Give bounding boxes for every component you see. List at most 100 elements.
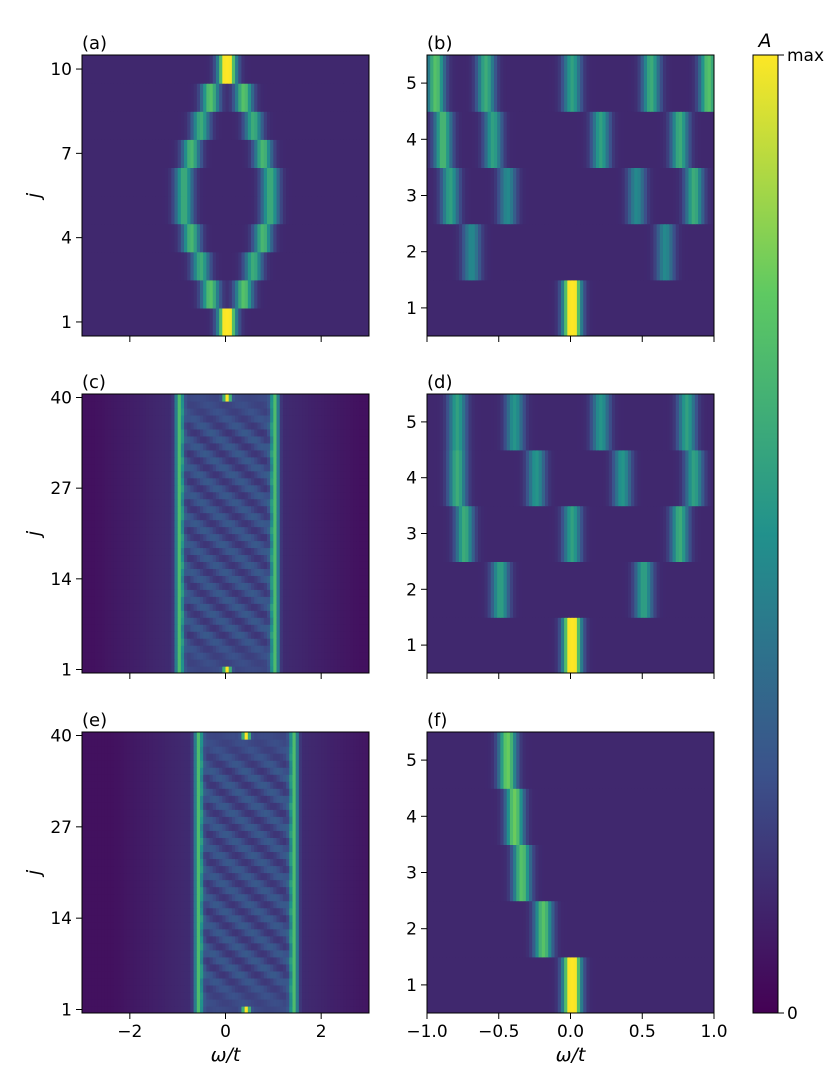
heatmap-cell [247,568,252,576]
heatmap-cell [238,575,243,583]
heatmap-cell [174,414,179,423]
heatmap-cell [337,470,341,479]
heatmap-cell [107,540,112,549]
heatmap-cell [286,456,290,465]
heatmap-cell [462,167,466,225]
heatmap-cell [356,400,361,409]
heatmap-cell [199,470,204,479]
heatmap-cell [88,624,93,632]
heatmap-cell [193,568,198,576]
heatmap-cell [193,421,198,430]
heatmap-cell [298,659,303,667]
heatmap-cell [206,645,211,653]
heatmap-cell [139,533,144,542]
heatmap-cell [356,652,361,660]
heatmap-cell [152,491,156,500]
heatmap-cell [209,512,214,521]
heatmap-cell [187,400,192,409]
panels: (a)14710j(b)12345(c)1142740j(d)12345(e)1… [23,33,728,1066]
heatmap-cell [611,279,616,336]
heatmap-cell [362,659,367,667]
heatmap-cell [251,568,255,576]
heatmap-cell [353,139,357,168]
heatmap-cell [174,519,179,528]
heatmap-cell [85,631,89,639]
heatmap-cell [279,624,284,632]
heatmap-cell [340,659,345,667]
heatmap-cell [308,631,313,639]
heatmap-cell [321,55,325,84]
heatmap-cell [148,428,153,437]
heatmap-cell [215,505,220,514]
heatmap-cell [308,400,313,409]
heatmap-cell [203,666,207,673]
heatmap-cell [251,394,255,402]
heatmap-cell [314,251,319,281]
heatmap-cell [206,400,211,409]
heatmap-cell [346,167,351,197]
heatmap-cell [148,456,153,465]
heatmap-cell [120,638,125,646]
heatmap-cell [276,139,281,168]
heatmap-cell [247,638,252,646]
heatmap-cell [164,554,169,562]
heatmap-cell [171,547,176,556]
heatmap-cell [184,414,188,423]
heatmap-cell [251,498,255,507]
heatmap-cell [168,414,172,423]
heatmap-cell [359,512,364,521]
heatmap-cell [88,139,93,168]
heatmap-cell [161,645,166,653]
heatmap-cell [139,603,144,611]
heatmap-cell [273,477,278,486]
heatmap-cell [292,491,297,500]
heatmap-cell [126,540,131,549]
heatmap-cell [129,279,134,309]
heatmap-cell [206,512,211,521]
heatmap-cell [148,470,153,479]
heatmap-cell [120,610,125,618]
heatmap-cell [541,55,546,112]
heatmap-cell [324,645,329,653]
heatmap-cell [212,596,217,604]
heatmap-cell [164,617,169,625]
heatmap-cell [292,456,297,465]
heatmap-cell [215,139,220,168]
heatmap-cell [212,519,217,528]
heatmap-cell [158,561,163,569]
heatmap-cell [133,442,137,451]
heatmap-cell [235,470,239,479]
heatmap-cell [235,223,239,253]
heatmap-cell [276,279,281,309]
heatmap-cell [126,652,131,660]
heatmap-cell [85,666,89,673]
heatmap-cell [270,421,274,430]
heatmap-cell [139,575,144,583]
heatmap-cell [113,589,118,597]
heatmap-cell [212,498,217,507]
heatmap-cell [359,624,364,632]
heatmap-cell [251,547,255,556]
heatmap-cell [120,400,125,409]
heatmap-cell [356,603,361,611]
heatmap-cell [133,582,137,590]
heatmap-cell [282,394,287,402]
heatmap-cell [97,610,102,618]
heatmap-cell [171,638,176,646]
heatmap-cell [168,505,172,514]
heatmap-cell [317,484,322,493]
heatmap-cell [327,139,332,168]
heatmap-cell [324,533,329,542]
heatmap-cell [273,638,278,646]
heatmap-cell [199,638,204,646]
heatmap-cell [257,638,262,646]
heatmap-cell [266,498,271,507]
heatmap-cell [133,519,137,528]
heatmap-cell [235,568,239,576]
heatmap-cell [117,195,121,225]
heatmap-cell [164,477,169,486]
heatmap-cell [481,223,485,281]
heatmap-cell [133,195,137,225]
heatmap-cell [260,407,265,416]
heatmap-cell [97,533,102,542]
